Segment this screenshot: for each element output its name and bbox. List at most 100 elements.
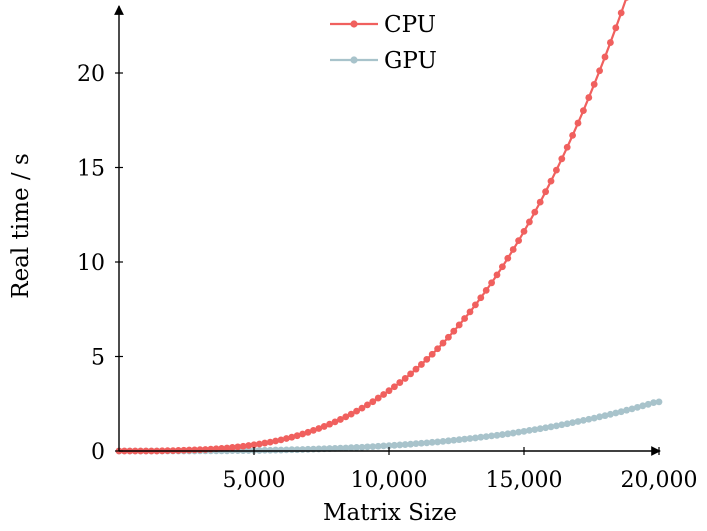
data-point-gpu: [261, 446, 269, 454]
data-point-cpu: [558, 155, 566, 163]
x-ticks: 5,000 10,000 15,000 20,000: [223, 447, 697, 493]
data-point-gpu: [520, 427, 528, 435]
data-point-cpu: [493, 271, 501, 279]
data-point-gpu: [542, 424, 549, 432]
x-tick-label: 10,000: [351, 468, 428, 493]
data-point-cpu: [342, 413, 350, 421]
data-point-gpu: [472, 434, 479, 442]
y-tick-label: 20: [77, 62, 105, 87]
data-point-gpu: [531, 426, 539, 434]
data-point-gpu: [428, 438, 436, 446]
data-point-cpu: [229, 444, 236, 451]
series-gpu: [115, 398, 663, 455]
data-point-gpu: [358, 443, 366, 451]
data-point-cpu: [412, 365, 420, 373]
data-point-gpu: [434, 438, 441, 446]
data-point-gpu: [455, 436, 463, 444]
data-point-gpu: [450, 436, 458, 444]
data-point-gpu: [536, 425, 544, 433]
data-point-cpu: [385, 387, 393, 395]
data-point-cpu: [304, 428, 312, 436]
x-tick-label: 15,000: [486, 468, 563, 493]
data-point-gpu: [369, 443, 377, 451]
data-point-cpu: [590, 80, 598, 88]
y-ticks: 0 5 10 15 20: [77, 62, 123, 465]
data-point-gpu: [617, 408, 625, 416]
data-point-gpu: [655, 398, 663, 406]
data-point-gpu: [418, 439, 425, 447]
data-point-cpu: [293, 432, 301, 440]
legend-label-cpu: CPU: [384, 12, 436, 38]
x-tick-label: 5,000: [223, 468, 286, 493]
data-point-cpu: [450, 327, 458, 335]
data-point-cpu: [239, 442, 247, 450]
data-point-cpu: [250, 441, 258, 449]
data-point-gpu: [407, 440, 414, 448]
data-point-cpu: [482, 286, 490, 294]
data-point-cpu: [256, 440, 263, 448]
data-point-gpu: [585, 415, 593, 423]
data-point-gpu: [580, 416, 587, 424]
data-point-gpu: [477, 433, 485, 441]
data-point-cpu: [223, 444, 231, 452]
data-point-cpu: [515, 237, 522, 245]
data-point-gpu: [445, 437, 452, 445]
data-point-cpu: [580, 107, 587, 115]
y-tick-label: 5: [91, 346, 105, 371]
data-point-cpu: [428, 350, 436, 358]
data-point-cpu: [347, 410, 355, 418]
data-point-cpu: [380, 391, 387, 398]
legend: CPU GPU: [330, 12, 437, 74]
data-point-gpu: [391, 441, 398, 449]
data-point-gpu: [596, 413, 603, 421]
data-point-cpu: [439, 339, 447, 347]
data-point-cpu: [607, 39, 614, 46]
data-point-gpu: [650, 399, 657, 407]
data-point-cpu: [326, 420, 333, 428]
data-point-cpu: [245, 442, 253, 449]
y-axis: 0 5 10 15 20: [77, 5, 124, 465]
data-point-gpu: [277, 446, 285, 454]
legend-marker-cpu: [350, 20, 358, 28]
data-point-cpu: [455, 321, 463, 329]
data-point-cpu: [401, 375, 409, 382]
data-point-gpu: [574, 418, 582, 425]
data-point-cpu: [520, 227, 528, 235]
data-point-gpu: [374, 442, 382, 450]
data-point-cpu: [499, 263, 506, 271]
data-point-cpu: [423, 355, 431, 363]
data-point-gpu: [482, 433, 490, 441]
data-point-gpu: [634, 403, 641, 411]
data-point-cpu: [391, 383, 398, 391]
data-point-cpu: [320, 423, 328, 430]
data-point-gpu: [553, 422, 560, 430]
data-point-cpu: [374, 394, 382, 402]
data-point-cpu: [477, 294, 485, 302]
data-point-gpu: [499, 431, 506, 438]
data-point-gpu: [563, 420, 571, 428]
data-point-cpu: [261, 439, 269, 447]
data-point-cpu: [283, 435, 290, 442]
data-point-gpu: [396, 441, 404, 449]
data-point-cpu: [553, 166, 560, 174]
legend-label-gpu: GPU: [384, 48, 437, 74]
data-point-gpu: [493, 431, 501, 439]
data-point-gpu: [337, 444, 344, 452]
x-axis-label: Matrix Size: [323, 500, 457, 526]
data-point-cpu: [266, 438, 274, 446]
data-point-cpu: [299, 430, 306, 438]
data-point-cpu: [180, 446, 188, 454]
data-point-cpu: [358, 404, 366, 412]
data-point-cpu: [337, 416, 344, 423]
data-point-gpu: [628, 405, 636, 413]
legend-marker-gpu: [350, 56, 358, 64]
data-point-gpu: [331, 444, 339, 452]
y-tick-label: 15: [77, 157, 105, 182]
data-point-gpu: [353, 444, 360, 451]
data-point-gpu: [401, 441, 409, 448]
data-point-cpu: [466, 308, 474, 316]
data-point-cpu: [331, 418, 339, 426]
data-point-gpu: [385, 442, 393, 450]
data-point-cpu: [509, 246, 517, 253]
